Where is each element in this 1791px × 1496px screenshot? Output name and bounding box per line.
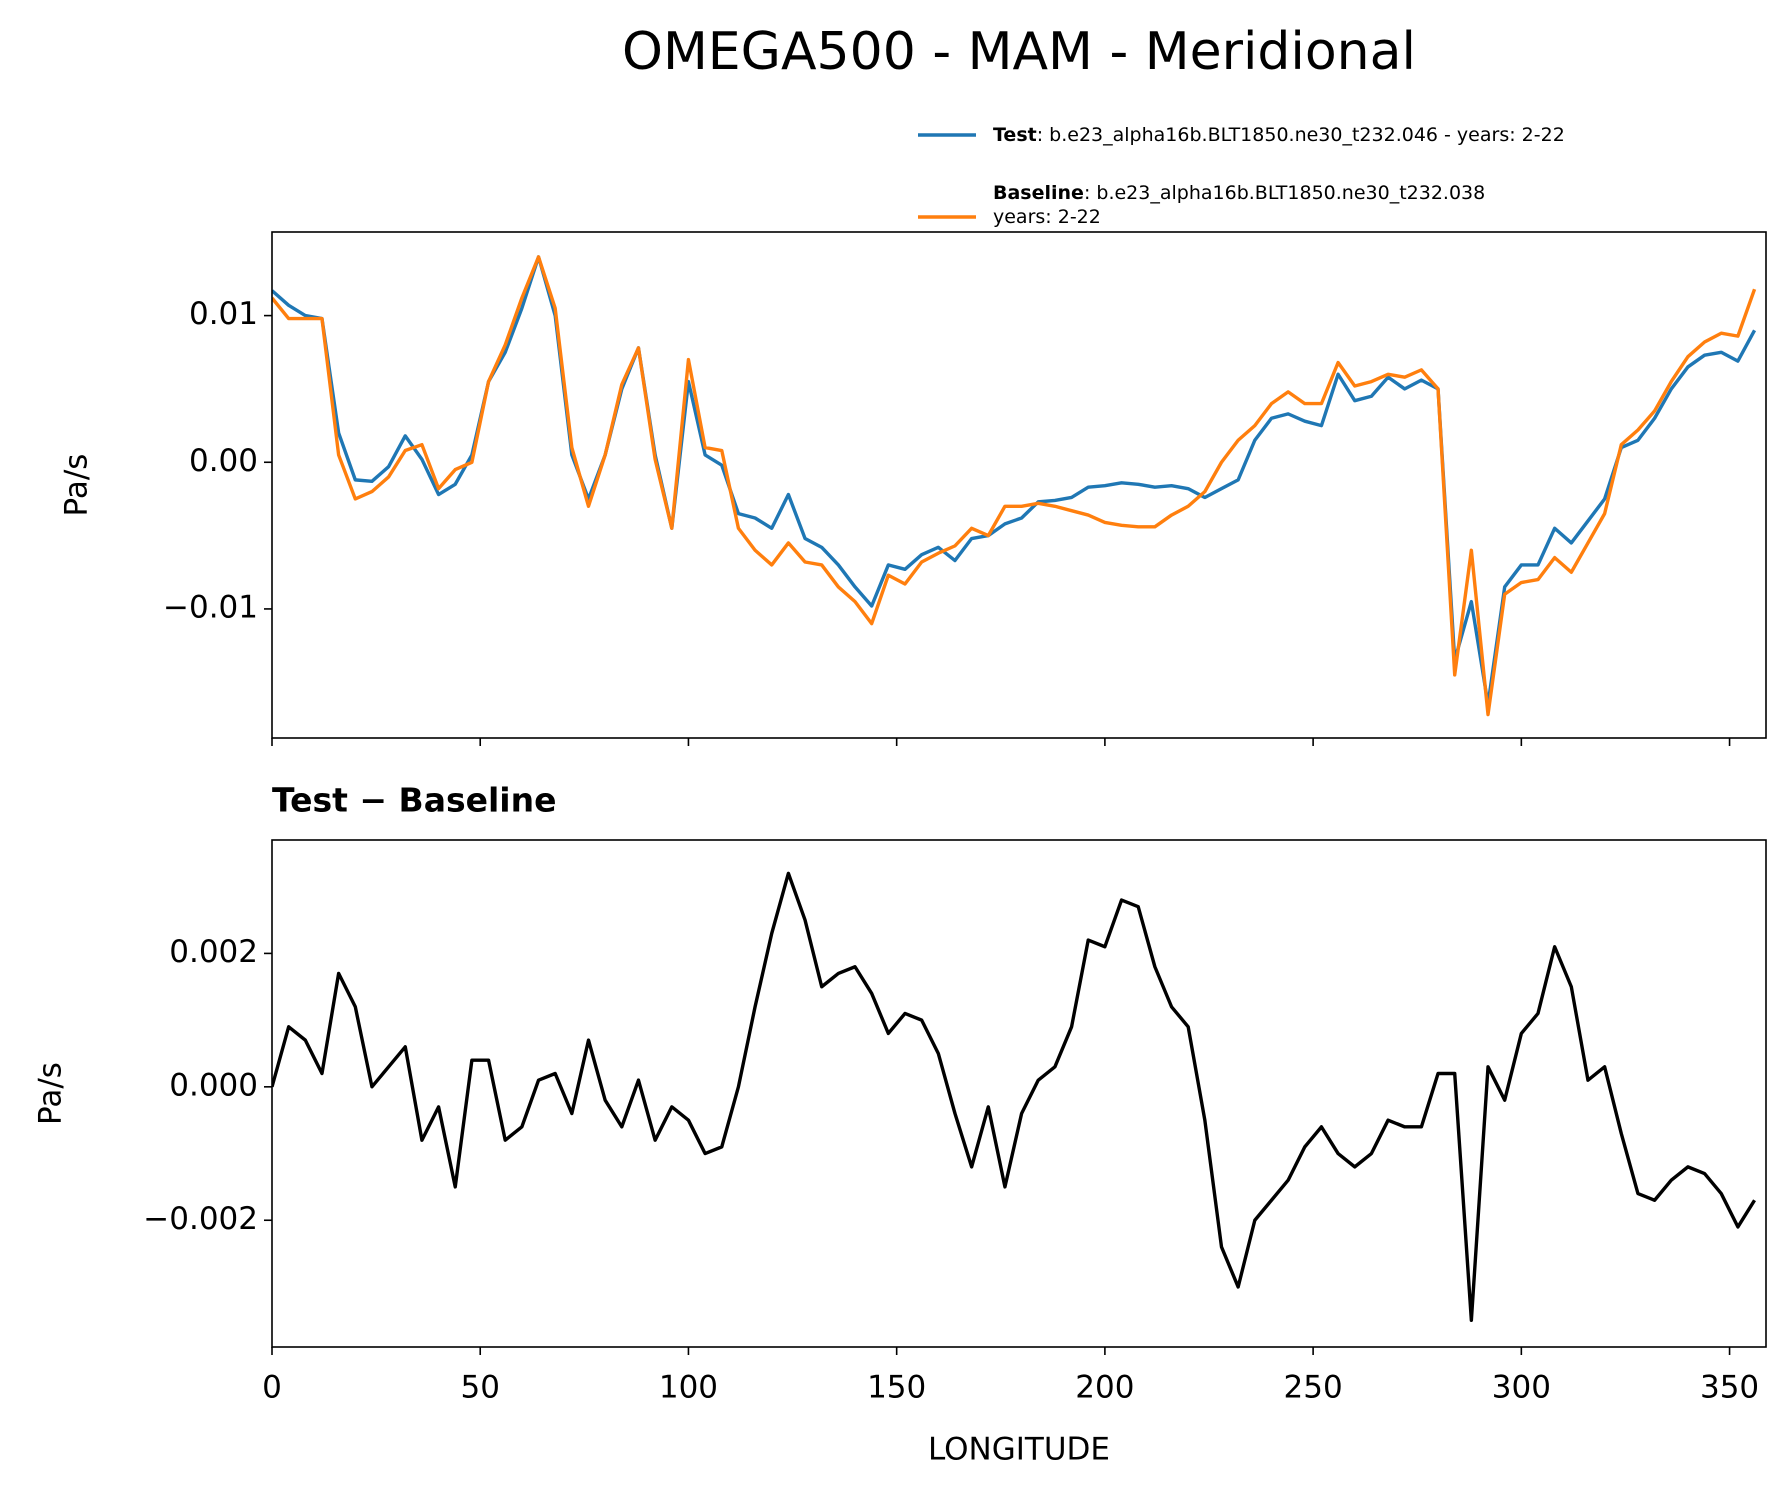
figure-title: OMEGA500 - MAM - Meridional (622, 22, 1416, 82)
legend-label: Test: b.e23_alpha16b.BLT1850.ne30_t232.0… (993, 124, 1565, 146)
legend-label: Baseline: b.e23_alpha16b.BLT1850.ne30_t2… (993, 182, 1485, 228)
axes-frame (271, 231, 1767, 739)
y-tick-label: −0.002 (143, 1201, 258, 1237)
axes-frame (271, 839, 1767, 1348)
x-tick-label: 200 (1075, 1370, 1134, 1406)
series-line (272, 255, 1757, 706)
y-tick-label: 0.002 (169, 934, 258, 970)
legend-name: Test (993, 124, 1037, 146)
legend-name: Baseline (993, 182, 1084, 204)
legend-description: years: 2-22 (993, 206, 1101, 228)
x-tick-label: 250 (1284, 1370, 1343, 1406)
x-axis-label: LONGITUDE (928, 1432, 1110, 1468)
x-tick-label: 300 (1492, 1370, 1551, 1406)
x-tick-label: 50 (460, 1370, 499, 1406)
legend-description: : b.e23_alpha16b.BLT1850.ne30_t232.038 (1084, 182, 1485, 204)
x-tick-label: 0 (262, 1370, 282, 1406)
legend-description: : b.e23_alpha16b.BLT1850.ne30_t232.046 -… (1037, 124, 1565, 146)
y-axis-label: Pa/s (59, 454, 95, 517)
series-line (272, 871, 1756, 1323)
y-tick-label: 0.000 (169, 1067, 258, 1103)
x-tick-label: 150 (867, 1370, 926, 1406)
series-line (272, 255, 1757, 717)
y-tick-label: −0.01 (163, 589, 258, 625)
y-axis-label: Pa/s (33, 1062, 69, 1125)
y-tick-label: 0.01 (189, 296, 258, 332)
x-tick-label: 350 (1700, 1370, 1759, 1406)
axes-title: Test − Baseline (272, 781, 557, 820)
x-tick-label: 100 (659, 1370, 718, 1406)
y-tick-label: 0.00 (189, 443, 258, 479)
